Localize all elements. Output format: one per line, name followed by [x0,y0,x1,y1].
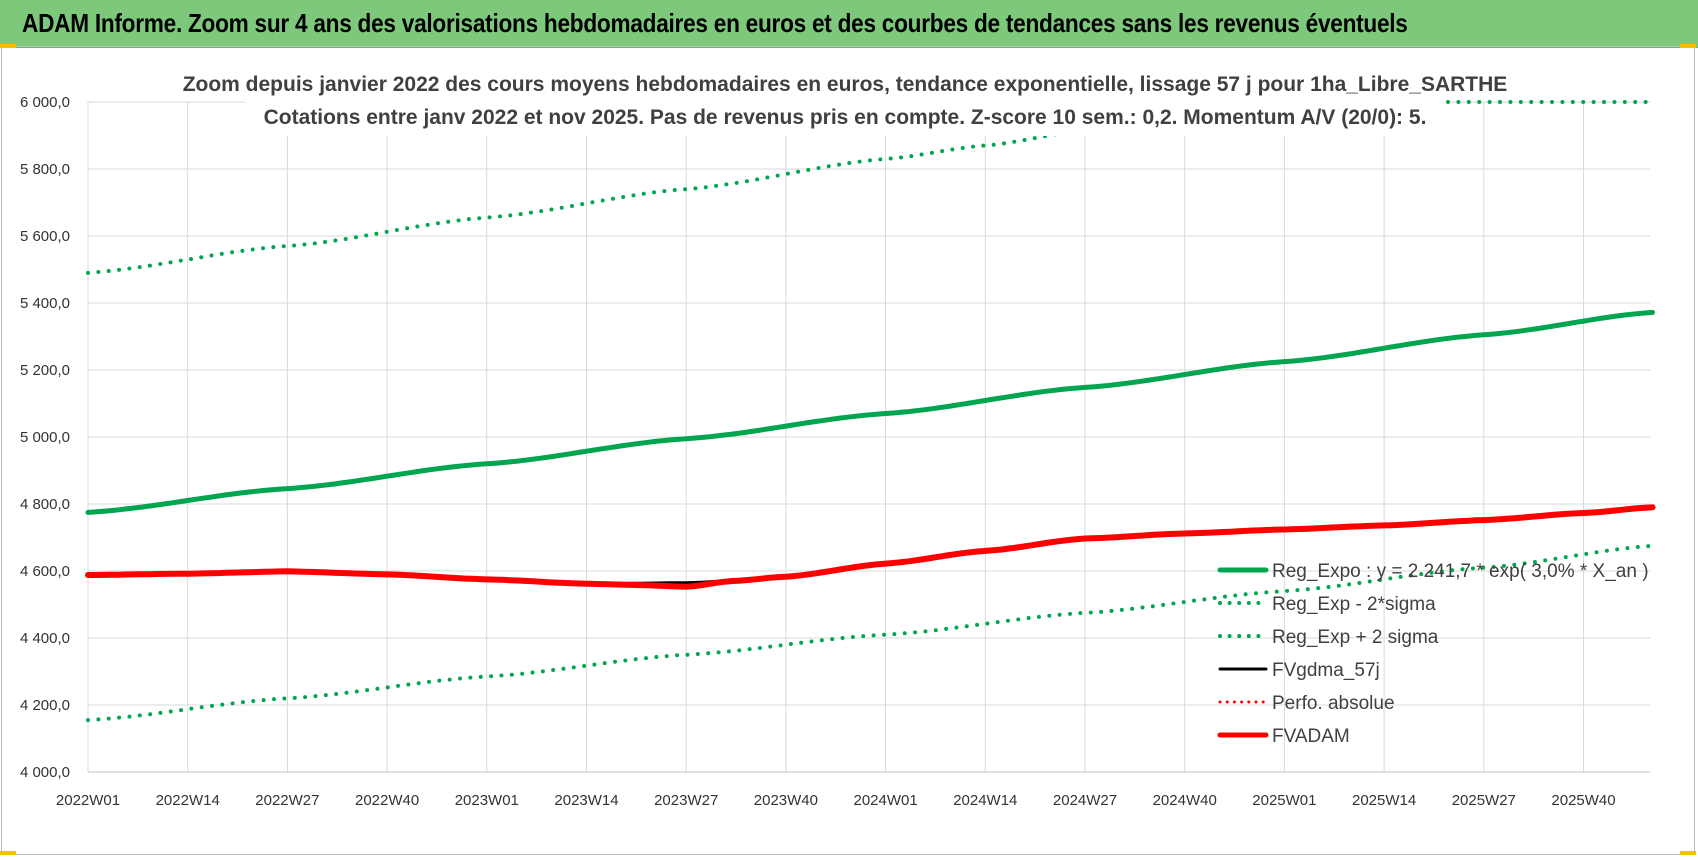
series-layer [85,100,1656,723]
reg-expo-line [85,309,1655,515]
y-tick-label: 6 000,0 [20,94,70,111]
reg-plus-2sigma-line [86,100,1655,275]
y-tick-label: 4 000,0 [20,764,70,781]
x-tick-label: 2022W14 [156,792,220,809]
y-tick-label: 4 200,0 [20,697,70,714]
y-tick-label: 5 400,0 [20,295,70,312]
x-tick-label: 2025W27 [1452,792,1516,809]
gridlines [87,101,1650,773]
x-tick-label: 2022W01 [56,792,120,809]
x-tick-label: 2023W40 [754,792,818,809]
legend-perfo-absolue-label: Perfo. absolue [1272,693,1395,714]
fvadam-line [85,504,1656,590]
x-tick-label: 2023W14 [554,792,618,809]
x-tick-label: 2024W40 [1153,792,1217,809]
frame-corner-marker [1680,851,1696,855]
legend-reg-minus-2sigma-label: Reg_Exp - 2*sigma [1272,594,1436,615]
x-tick-label: 2025W40 [1551,792,1615,809]
report-title: ADAM Informe. Zoom sur 4 ans des valoris… [22,8,1408,38]
frame-corner-marker [1680,44,1696,48]
x-tick-label: 2024W01 [853,792,917,809]
report-banner: ADAM Informe. Zoom sur 4 ans des valoris… [0,0,1698,48]
x-tick-label: 2022W40 [355,792,419,809]
x-tick-label: 2023W27 [654,792,718,809]
title-background [245,64,1445,136]
y-tick-label: 4 800,0 [20,496,70,513]
legend-reg-plus-2sigma-label: Reg_Exp + 2 sigma [1272,627,1439,648]
y-tick-label: 5 800,0 [20,161,70,178]
legend-reg-expo-label: Reg_Expo : y = 2 241,7 * exp( 3,0% * X_a… [1272,561,1649,582]
frame-corner-marker [0,851,16,855]
frame-corner-marker [0,44,16,48]
chart-subtitle: Cotations entre janv 2022 et nov 2025. P… [264,106,1427,129]
x-tick-label: 2024W27 [1053,792,1117,809]
y-tick-label: 5 200,0 [20,362,70,379]
legend-fvadam-label: FVADAM [1272,726,1350,747]
legend: Reg_Expo : y = 2 241,7 * exp( 3,0% * X_a… [1217,561,1649,747]
x-tick-label: 2025W01 [1252,792,1316,809]
x-tick-label: 2023W01 [455,792,519,809]
y-axis: 4 000,0 4 200,0 4 400,0 4 600,0 4 800,0 5 000… [20,94,70,781]
x-tick-label: 2024W14 [953,792,1017,809]
x-tick-label: 2022W27 [255,792,319,809]
y-tick-label: 4 400,0 [20,630,70,647]
legend-fvgdma-57j-label: FVgdma_57j [1272,660,1380,681]
reg-minus-2sigma-line [86,543,1655,723]
y-tick-label: 5 600,0 [20,228,70,245]
x-tick-label: 2025W14 [1352,792,1416,809]
y-tick-label: 5 000,0 [20,429,70,446]
x-axis: 2022W01 2022W14 2022W27 2022W40 2023W01 2023W… [56,771,1650,809]
chart-title: Zoom depuis janvier 2022 des cours moyen… [183,73,1508,96]
chart-frame [1,46,1695,855]
y-tick-label: 4 600,0 [20,563,70,580]
